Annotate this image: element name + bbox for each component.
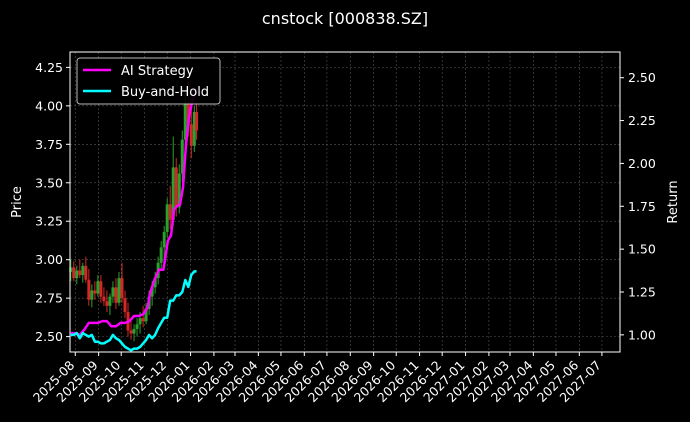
candle-body [141,318,145,322]
legend-label-ai-strategy: AI Strategy [121,64,194,79]
candle-body [174,167,178,208]
y2-tick-label: 1.50 [628,242,656,257]
candle-body [159,247,163,263]
candle-body [195,112,199,131]
y-tick-label: 3.75 [35,137,63,152]
legend: AI Strategy Buy-and-Hold [76,57,221,105]
y2-tick-label: 1.25 [628,285,656,300]
candle-body [189,124,193,146]
candle-body [138,318,142,325]
y-tick-label: 2.75 [35,291,63,306]
candle-body [150,287,154,297]
candle-body [144,308,148,322]
candle-body [111,287,115,297]
y-tick-label: 4.00 [35,98,63,113]
y2-axis-label: Return [666,180,681,223]
candle-body [129,330,133,334]
series-line-buy-and-hold [70,270,197,352]
series-line-ai-strategy [70,87,198,337]
candle-body [135,324,139,329]
candle-body [192,112,196,146]
y2-tick-label: 2.00 [628,156,656,171]
candle-body [186,102,190,125]
candle-body [153,278,157,288]
y-tick-label: 4.25 [35,60,63,75]
candle-body [123,298,127,312]
y-tick-label: 3.25 [35,214,63,229]
y-tick-label: 3.00 [35,252,63,267]
candle-body [114,287,118,303]
candle-body [78,270,82,276]
candle-body [180,139,184,174]
legend-label-buy-and-hold: Buy-and-Hold [121,85,209,100]
candle-body [171,167,175,220]
candle-body [108,296,112,306]
candle-body [162,232,166,248]
candle-body [120,278,124,299]
legend-box [76,57,221,105]
candle-body [102,296,106,302]
candle-body [183,102,187,140]
candle-body [99,281,103,297]
candle-body [165,204,169,232]
candle-body [72,267,76,279]
y2-tick-label: 2.25 [628,113,656,128]
y2-tick-label: 2.50 [628,70,656,85]
y2-tick-label: 1.75 [628,199,656,214]
candle-body [177,173,181,208]
y-axis-label: Price [10,186,25,218]
candle-body [75,270,79,279]
plot-frame [69,51,621,353]
candle-body [87,279,91,300]
candle-body [168,204,172,220]
y-tick-label: 2.50 [35,329,63,344]
candle-body [81,265,85,276]
series-lines [70,87,198,352]
candle-body [96,281,100,294]
y2-tick-label: 1.00 [628,327,656,342]
candle-body [93,290,97,294]
candle-body [105,301,109,306]
candle-body [117,278,121,303]
candle-body [132,328,136,334]
candle-body [90,290,94,300]
y-tick-label: 3.50 [35,175,63,190]
candle-body [84,265,88,280]
chart-title: cnstock [000838.SZ] [262,9,428,28]
candle-body [69,267,73,272]
